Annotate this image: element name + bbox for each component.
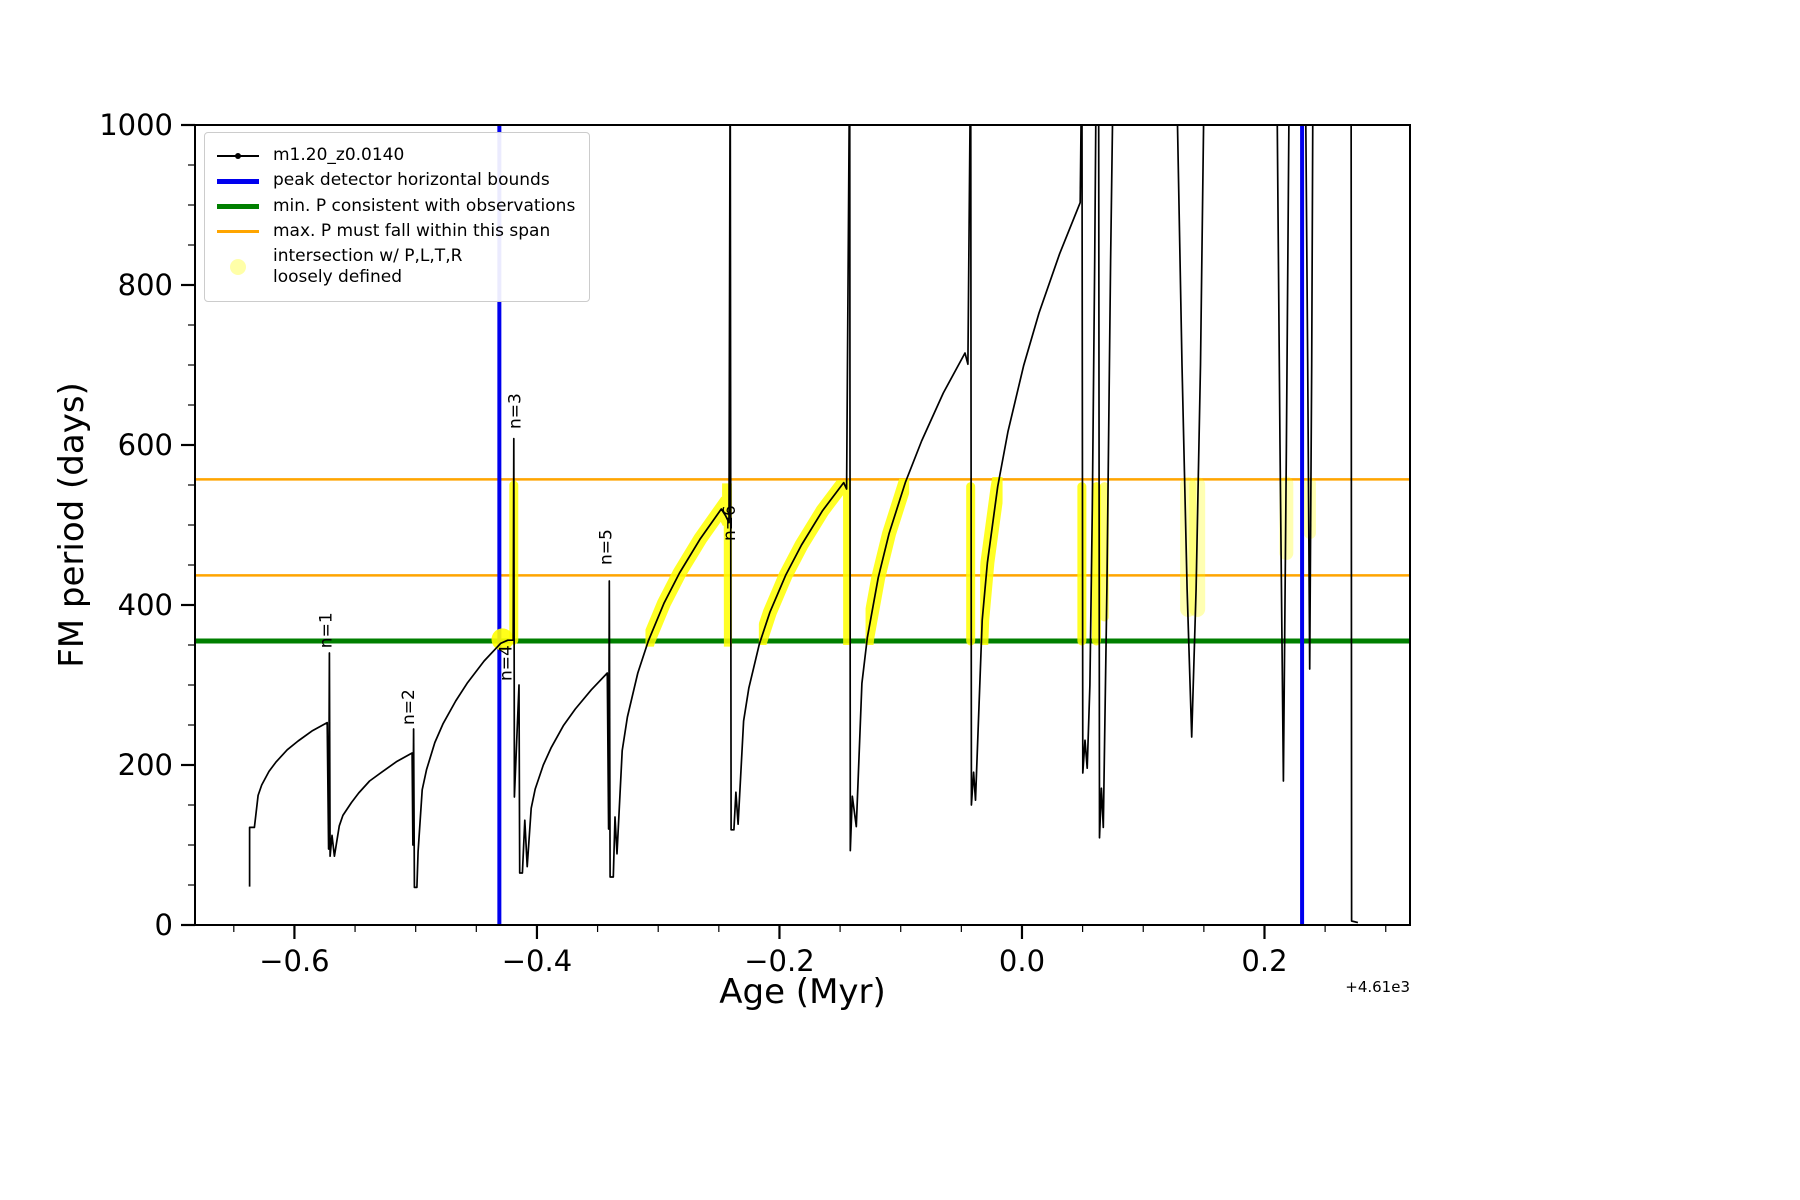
y-tick-label: 200 [118, 748, 173, 782]
annotation-group: n=1 n=2 n=3 n=4 n=5 n=6 [316, 393, 739, 725]
highlight-dot [491, 628, 514, 651]
hline-group [195, 478, 1410, 644]
legend-entry-max-p: max. P must fall within this span [215, 221, 575, 242]
x-axis-label: Age (Myr) [719, 972, 886, 1012]
legend-entry-min-p: min. P consistent with observations [215, 196, 575, 217]
y-tick-label: 600 [118, 428, 173, 462]
legend-key-yellow-dot-icon [215, 258, 261, 276]
legend: m1.20_z0.0140 peak detector horizontal b… [204, 132, 591, 302]
y-tick-label: 1000 [99, 108, 173, 142]
y-tick-label: 800 [118, 268, 173, 302]
legend-entry-series: m1.20_z0.0140 [215, 145, 575, 166]
x-tick-label: −0.2 [744, 944, 814, 978]
series-group [248, 125, 1359, 924]
pulse-annotation: n=5 [597, 529, 617, 565]
y-axis-label: FM period (days) [52, 382, 92, 668]
x-tick-label: 0.2 [1241, 944, 1287, 978]
x-tick-label: 0.0 [999, 944, 1045, 978]
legend-key-orange-line-icon [215, 222, 261, 240]
legend-key-blue-line-icon [215, 172, 261, 190]
legend-label-series: m1.20_z0.0140 [273, 145, 405, 165]
series-curve [248, 125, 1359, 924]
x-offset-text: +4.61e3 [1345, 978, 1410, 996]
legend-entry-intersection: intersection w/ P,L,T,R loosely defined [215, 246, 575, 289]
legend-key-green-line-icon [215, 197, 261, 215]
legend-entry-peak-bounds: peak detector horizontal bounds [215, 170, 575, 191]
x-tick-label: −0.6 [259, 944, 329, 978]
pulse-annotation: n=3 [506, 393, 526, 429]
legend-label-max-p: max. P must fall within this span [273, 220, 551, 241]
pulse-annotation: n=1 [316, 612, 336, 648]
legend-label-intersection: intersection w/ P,L,T,R loosely defined [273, 246, 463, 288]
tick-group: −0.6 −0.4 −0.2 0.0 0.2 0 200 400 600 800 1000 [99, 108, 1387, 978]
y-tick-label: 400 [118, 588, 173, 622]
legend-label-peak-bounds: peak detector horizontal bounds [273, 170, 550, 191]
legend-label-min-p: min. P consistent with observations [273, 195, 576, 216]
x-tick-label: −0.4 [502, 944, 572, 978]
legend-key-series-line-icon [215, 147, 261, 165]
y-tick-label: 0 [155, 908, 173, 942]
pulse-annotation: n=4 [497, 645, 517, 681]
pulse-annotation: n=6 [720, 505, 740, 541]
pulse-annotation: n=2 [399, 689, 419, 725]
